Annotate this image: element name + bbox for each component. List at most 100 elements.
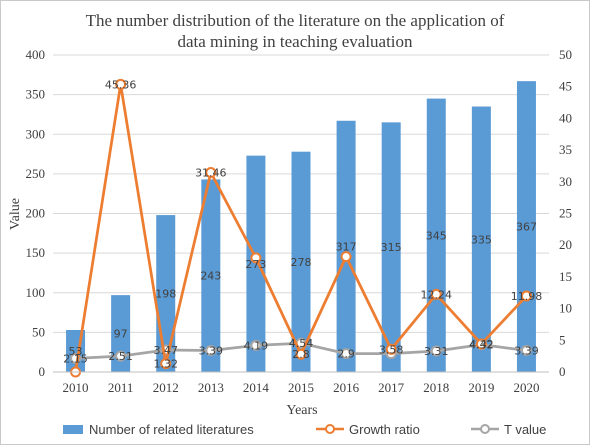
y-right-tick-label: 35 (559, 142, 572, 157)
line-value-label: 31.46 (195, 167, 227, 180)
bar-value-label: 278 (291, 256, 312, 269)
x-tick-label: 2013 (198, 380, 224, 395)
line-value-label: 4.32 (469, 339, 494, 352)
y-right-tick-label: 30 (559, 174, 572, 189)
series-marker (340, 348, 352, 360)
line-value-label: 3.58 (379, 343, 404, 356)
line-value-label: 4.42 (469, 338, 494, 351)
y-right-tick-label: 5 (559, 332, 566, 347)
y-left-tick-label: 100 (26, 285, 46, 300)
line-value-label: 3.31 (424, 345, 449, 358)
bar-value-label: 198 (155, 288, 176, 301)
line-value-label: 3.39 (514, 345, 539, 358)
y-left-tick-label: 0 (39, 364, 46, 379)
series-marker (250, 339, 262, 351)
bar (426, 98, 446, 373)
bar-value-label: 53 (69, 345, 83, 358)
y-right-tick-label: 0 (559, 364, 566, 379)
x-tick-label: 2014 (243, 380, 270, 395)
legend: Number of related literatures Growth rati… (63, 422, 546, 437)
series-marker (205, 167, 217, 179)
series-marker (205, 345, 217, 357)
x-tick-label: 2011 (108, 380, 134, 395)
series-marker (340, 251, 352, 263)
line-value-label: 1.32 (153, 358, 178, 371)
bar-value-label: 315 (381, 241, 402, 254)
line-value-label: 45.36 (105, 78, 137, 91)
line-value-label: 2.8 (292, 348, 310, 361)
bar (201, 179, 221, 372)
x-tick-label: 2012 (153, 380, 179, 395)
x-tick-label: 2018 (423, 380, 449, 395)
y-axis-title: Value (8, 198, 23, 230)
line-value-label: 2.9 (337, 348, 355, 361)
bar-value-label: 335 (471, 233, 492, 246)
y-left-tick-label: 350 (26, 87, 46, 102)
bar-value-label: 97 (114, 328, 128, 341)
legend-label: Number of related literatures (89, 422, 254, 437)
bar (471, 106, 491, 372)
legend-swatch-bar (63, 425, 83, 434)
x-axis-title: Years (286, 403, 317, 418)
series-marker (475, 338, 487, 350)
chart-title: The number distribution of the literatur… (86, 11, 505, 51)
y-left-tick-label: 50 (32, 324, 45, 339)
y-right-tick-label: 40 (559, 110, 572, 125)
line-value-label: 12.24 (421, 288, 453, 301)
line-value-label: 4.19 (244, 339, 269, 352)
bar-value-label: 367 (516, 221, 537, 234)
bar-value-label: 243 (200, 270, 221, 283)
series-marker (115, 78, 127, 90)
bar (336, 120, 356, 372)
chart-title-line-1: The number distribution of the literatur… (86, 11, 505, 30)
y-left-tick-label: 200 (26, 206, 46, 221)
series-marker (520, 345, 532, 357)
bar-value-label: 273 (245, 258, 266, 271)
bar (381, 122, 401, 372)
x-tick-label: 2019 (468, 380, 494, 395)
y-left-tick-label: 400 (26, 47, 46, 62)
x-tick-label: 2015 (288, 380, 314, 395)
y-right-tick-label: 45 (559, 79, 572, 94)
line-value-label: 3.39 (199, 345, 224, 358)
bar (111, 295, 131, 372)
y-right-tick-label: 50 (559, 47, 572, 62)
legend-label: Growth ratio (349, 422, 420, 437)
y-left-tick-label: 300 (26, 126, 46, 141)
y-right-tick-label: 25 (559, 206, 572, 221)
legend-swatch-marker (480, 424, 490, 434)
line-value-label: 4.54 (289, 337, 314, 350)
data-labels: 53 97 198 243 273 278 317 315 345 335 367 45.36 1.32… (63, 78, 542, 370)
x-axis: 2010 2011 2012 2013 2014 2015 2016 2017 2018 2019… (53, 371, 549, 395)
line-value-label: 2.15 (63, 352, 88, 365)
line-value-label: 3.47 (153, 344, 178, 357)
y-right-tick-label: 20 (559, 237, 572, 252)
x-tick-label: 2017 (378, 380, 405, 395)
line-value-label: 11.98 (511, 290, 543, 303)
bar-value-label: 345 (426, 229, 447, 242)
series-marker (250, 252, 262, 264)
bar-value-label: 317 (336, 240, 357, 253)
line-value-label: 2.51 (108, 350, 133, 363)
x-tick-label: 2016 (333, 380, 360, 395)
y-left-tick-label: 150 (26, 245, 46, 260)
series-marker (385, 343, 397, 355)
right-y-axis: 0 5 10 15 20 25 30 35 40 45 50 (559, 47, 572, 379)
x-tick-label: 2010 (63, 380, 89, 395)
series-marker (520, 290, 532, 302)
series-marker (160, 358, 172, 370)
series-marker (115, 350, 127, 362)
series-marker (295, 348, 307, 360)
legend-label: T value (504, 422, 546, 437)
line-series (70, 78, 532, 378)
left-y-axis: 0 50 100 150 200 250 300 350 400 (26, 47, 46, 379)
bar (291, 151, 311, 372)
legend-swatch-marker (325, 424, 335, 434)
chart-title-line-2: data mining in teaching evaluation (177, 32, 413, 51)
y-right-tick-label: 15 (559, 269, 572, 284)
bar (246, 155, 266, 372)
series-marker (430, 288, 442, 300)
y-left-tick-label: 250 (26, 166, 46, 181)
